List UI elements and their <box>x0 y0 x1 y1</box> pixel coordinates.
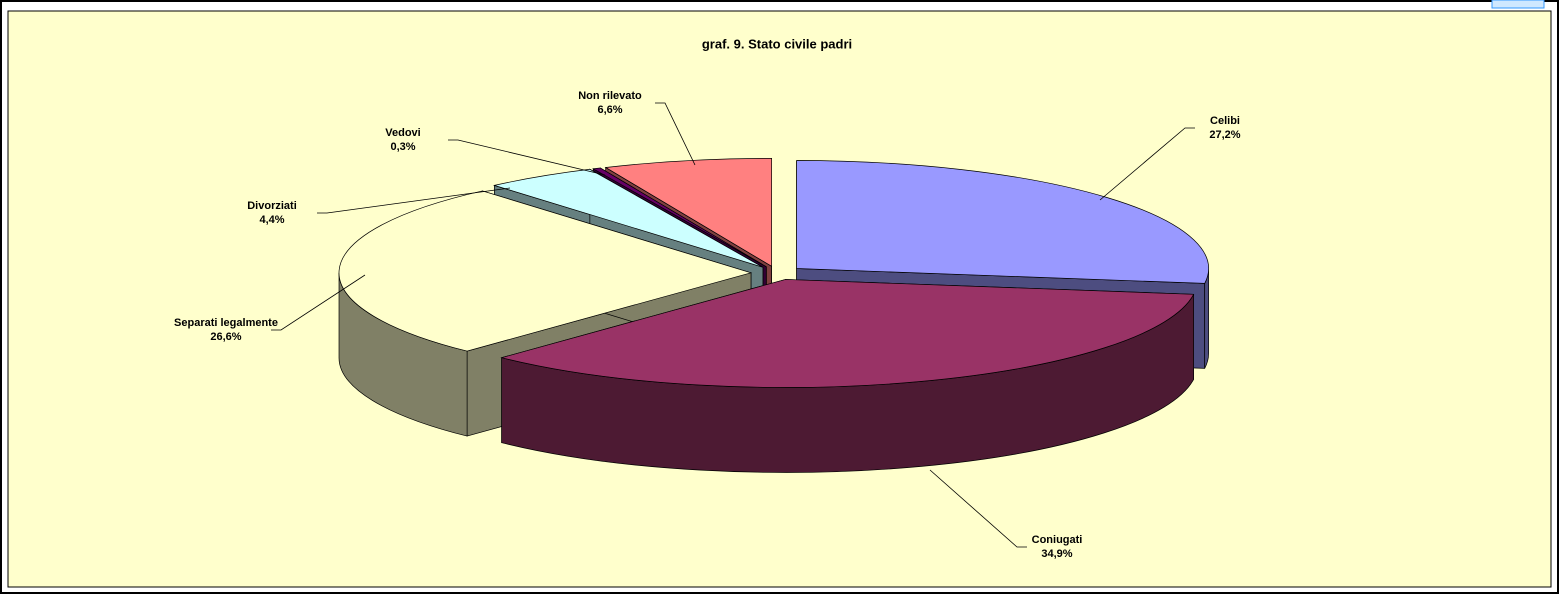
slice-top <box>493 168 764 268</box>
leader-line <box>655 102 696 166</box>
value-label: 27,2% <box>1209 129 1240 141</box>
value-label: 0,3% <box>390 141 415 153</box>
value-label: 34,9% <box>1041 548 1072 560</box>
category-label: Coniugati <box>1032 534 1083 546</box>
category-label: Divorziati <box>247 200 297 212</box>
chart-title: graf. 9. Stato civile padri <box>702 36 852 51</box>
labels: Celibi 27,2% Coniugati 34,9% Separati legalm… <box>174 90 1241 560</box>
category-label: Celibi <box>1210 115 1240 127</box>
category-label: Non rilevato <box>578 90 642 102</box>
pie <box>338 157 1209 473</box>
selection-handle <box>1491 0 1545 9</box>
leader-line <box>448 139 606 176</box>
value-label: 4,4% <box>259 214 284 226</box>
leader-line <box>929 469 1027 548</box>
value-label: 6,6% <box>597 104 622 116</box>
slice-top <box>338 190 753 352</box>
slice-top <box>500 279 1195 388</box>
leader-line <box>1099 127 1195 201</box>
leader-line <box>317 187 511 214</box>
category-label: Separati legalmente <box>174 317 278 329</box>
category-label: Vedovi <box>385 127 420 139</box>
value-label: 26,6% <box>210 331 241 343</box>
slice-top <box>592 167 767 268</box>
leader-line <box>271 274 366 331</box>
slice <box>500 278 1195 473</box>
slice-wall <box>1204 268 1209 369</box>
slice-top <box>604 157 772 267</box>
slice-top <box>796 160 1209 284</box>
